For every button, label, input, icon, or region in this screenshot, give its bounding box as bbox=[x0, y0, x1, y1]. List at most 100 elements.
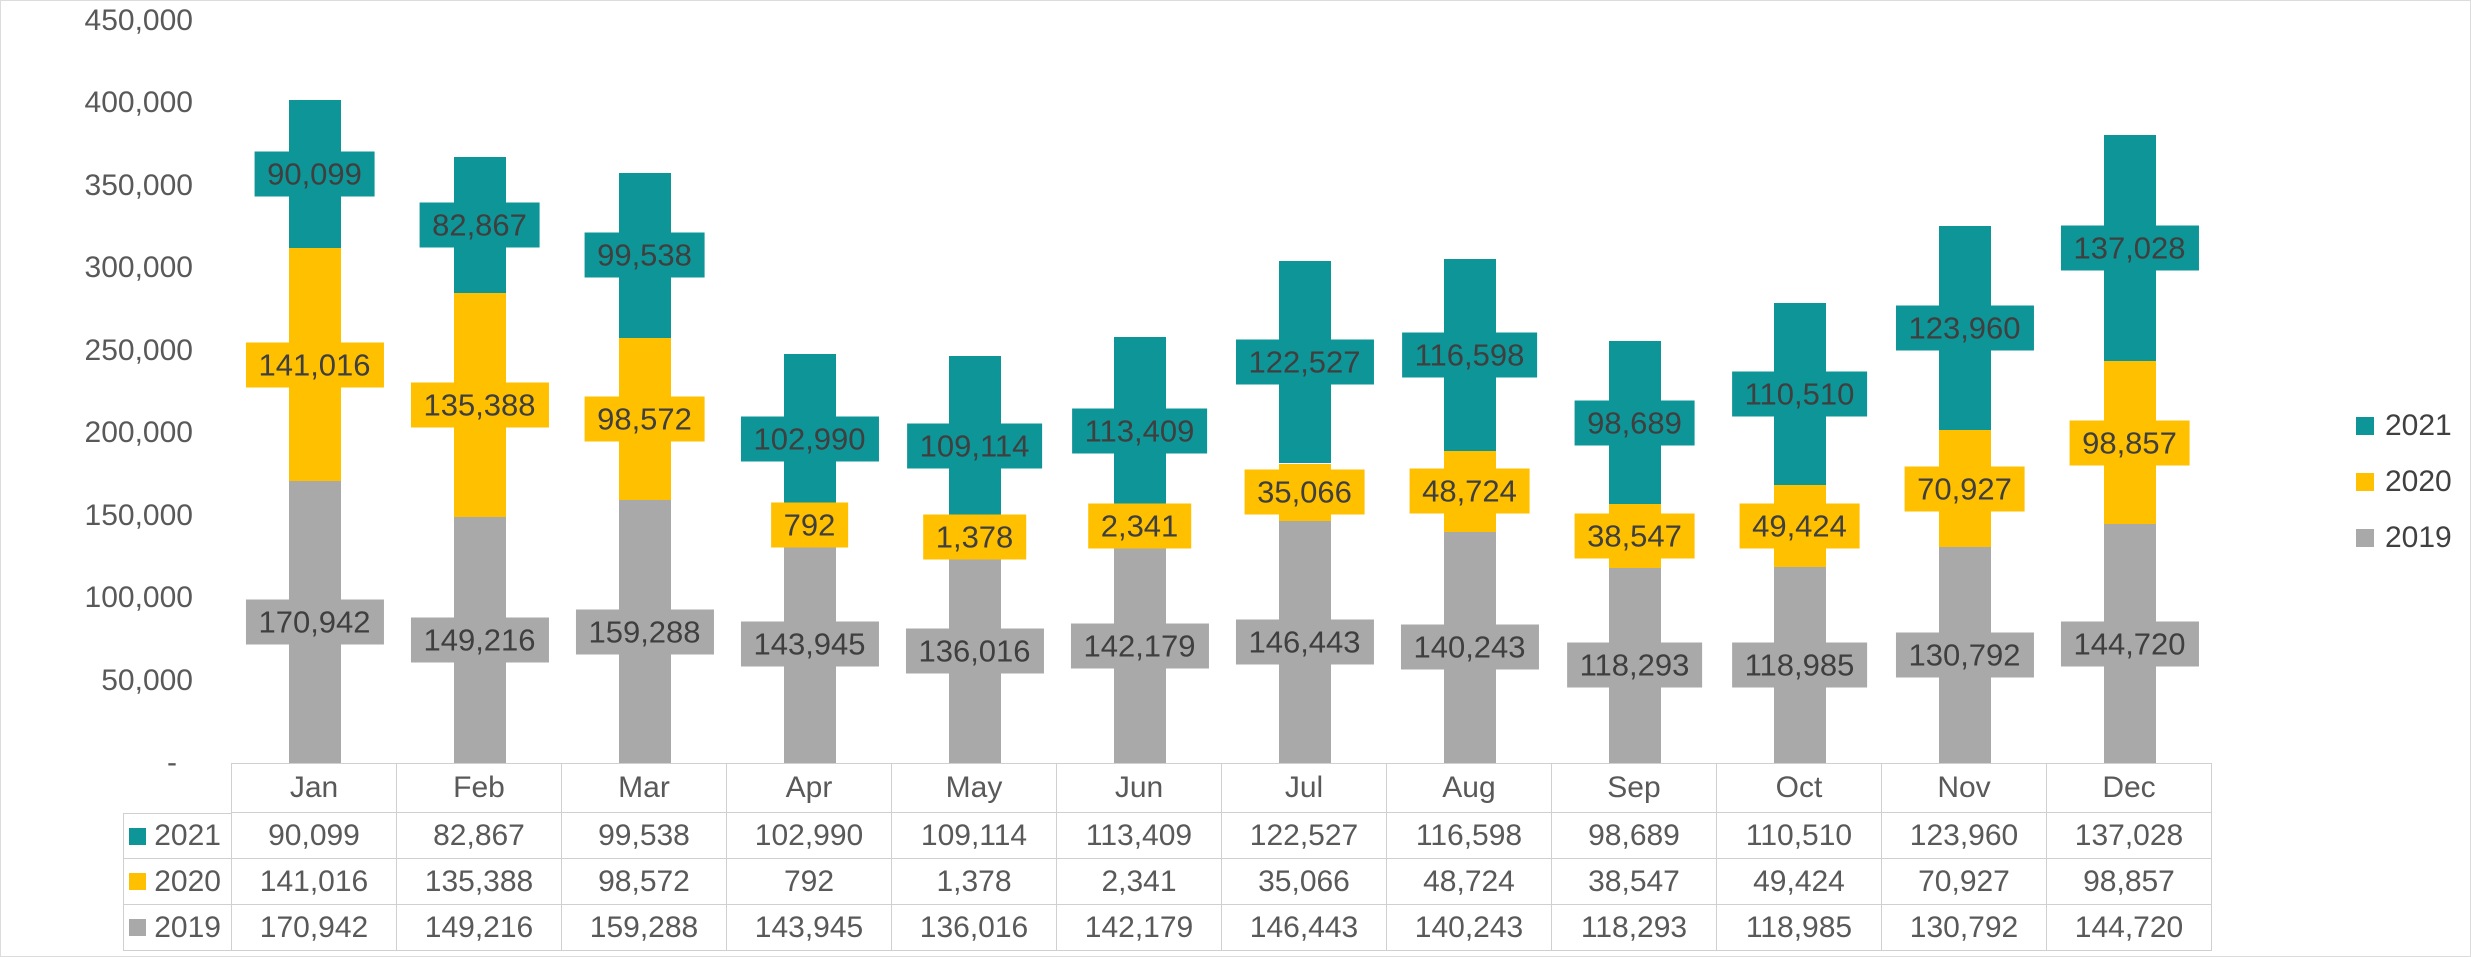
bar-label-2021-Dec: 137,028 bbox=[2060, 225, 2199, 271]
y-axis-tick-label: 100,000 bbox=[84, 581, 193, 614]
bar-label-2021-Jun: 113,409 bbox=[1071, 408, 1208, 454]
legend-key-2021-icon bbox=[129, 827, 147, 845]
table-corner-cell bbox=[123, 763, 232, 813]
table-cell-2021-Jul: 122,527 bbox=[1222, 813, 1387, 859]
bar-label-2021-Nov: 123,960 bbox=[1895, 305, 2034, 351]
legend-key-2020-icon bbox=[129, 873, 147, 890]
bar-label-2019-Mar: 159,288 bbox=[575, 609, 714, 655]
bar-label-2020-Mar: 98,572 bbox=[584, 396, 705, 442]
table-cell-2019-Oct: 118,985 bbox=[1717, 905, 1882, 951]
y-axis-tick-label: 450,000 bbox=[84, 3, 193, 37]
table-cell-2021-Oct: 110,510 bbox=[1717, 813, 1882, 859]
bar-label-2021-Jul: 122,527 bbox=[1235, 339, 1374, 385]
table-row-label-2019: 2019 bbox=[123, 905, 232, 951]
bar-label-2021-Mar: 99,538 bbox=[584, 232, 705, 278]
table-cell-2019-Dec: 144,720 bbox=[2047, 905, 2212, 951]
table-row-label-text: 2019 bbox=[154, 910, 221, 944]
table-cell-2019-Jul: 146,443 bbox=[1222, 905, 1387, 951]
bar-label-2020-Apr: 792 bbox=[770, 502, 849, 548]
legend-swatch-2021-icon bbox=[2356, 417, 2374, 435]
bar-label-2019-Dec: 144,720 bbox=[2060, 621, 2199, 667]
table-cell-2019-Sep: 118,293 bbox=[1552, 905, 1717, 951]
table-cell-2020-May: 1,378 bbox=[892, 859, 1057, 905]
table-cell-2021-Mar: 99,538 bbox=[562, 813, 727, 859]
table-cell-2020-Jan: 141,016 bbox=[232, 859, 397, 905]
table-cell-2021-Jun: 113,409 bbox=[1057, 813, 1222, 859]
table-cell-2019-Mar: 159,288 bbox=[562, 905, 727, 951]
table-cell-2020-Jun: 2,341 bbox=[1057, 859, 1222, 905]
bar-label-2021-Sep: 98,689 bbox=[1574, 400, 1695, 446]
table-cell-2020-Jul: 35,066 bbox=[1222, 859, 1387, 905]
table-row-label-2020: 2020 bbox=[123, 859, 232, 905]
bar-label-2020-Jul: 35,066 bbox=[1244, 469, 1365, 515]
table-row-label-2021: 2021 bbox=[123, 813, 232, 859]
table-cell-2020-Sep: 38,547 bbox=[1552, 859, 1717, 905]
table-header-Apr: Apr bbox=[727, 763, 892, 813]
table-header-Feb: Feb bbox=[397, 763, 562, 813]
table-cell-2021-Nov: 123,960 bbox=[1882, 813, 2047, 859]
bar-label-2019-Oct: 118,985 bbox=[1731, 642, 1868, 688]
bar-label-2021-Aug: 116,598 bbox=[1401, 332, 1538, 378]
legend-item-2019: 2019 bbox=[2356, 522, 2452, 554]
table-header-Nov: Nov bbox=[1882, 763, 2047, 813]
data-table: Jan Feb Mar Apr May Jun Jul Aug Sep Oct Nov Dec 2021… bbox=[123, 763, 2212, 951]
bar-label-2020-Aug: 48,724 bbox=[1409, 468, 1530, 514]
bar-label-2019-Apr: 143,945 bbox=[740, 621, 879, 667]
table-header-Dec: Dec bbox=[2047, 763, 2212, 813]
table-cell-2019-Feb: 149,216 bbox=[397, 905, 562, 951]
table-header-Mar: Mar bbox=[562, 763, 727, 813]
bar-label-2020-Sep: 38,547 bbox=[1574, 513, 1695, 559]
bar-label-2019-Nov: 130,792 bbox=[1895, 632, 2034, 678]
table-cell-2019-Apr: 143,945 bbox=[727, 905, 892, 951]
table-header-Aug: Aug bbox=[1387, 763, 1552, 813]
bar-label-2019-May: 136,016 bbox=[905, 628, 1044, 674]
bar-label-2020-Jan: 141,016 bbox=[245, 342, 384, 388]
table-header-May: May bbox=[892, 763, 1057, 813]
table-header-Jun: Jun bbox=[1057, 763, 1222, 813]
bar-label-2020-Feb: 135,388 bbox=[410, 382, 549, 428]
y-axis-tick-label: 200,000 bbox=[84, 416, 193, 449]
table-cell-2019-Nov: 130,792 bbox=[1882, 905, 2047, 951]
legend-swatch-2020-icon bbox=[2356, 473, 2374, 491]
bar-label-2019-Aug: 140,243 bbox=[1400, 624, 1539, 670]
bar-label-2021-Feb: 82,867 bbox=[419, 202, 540, 248]
table-cell-2019-Jan: 170,942 bbox=[232, 905, 397, 951]
table-cell-2021-Dec: 137,028 bbox=[2047, 813, 2212, 859]
table-cell-2021-Feb: 82,867 bbox=[397, 813, 562, 859]
table-header-Sep: Sep bbox=[1552, 763, 1717, 813]
table-cell-2020-Nov: 70,927 bbox=[1882, 859, 2047, 905]
legend-key-2019-icon bbox=[129, 919, 147, 936]
table-row-label-text: 2021 bbox=[154, 819, 221, 852]
bar-label-2021-Oct: 110,510 bbox=[1731, 371, 1868, 417]
table-cell-2020-Mar: 98,572 bbox=[562, 859, 727, 905]
y-axis-tick-label: 50,000 bbox=[101, 663, 193, 697]
bar-label-2019-Sep: 118,293 bbox=[1566, 642, 1703, 688]
legend-item-2020: 2020 bbox=[2356, 466, 2452, 498]
legend-swatch-2019-icon bbox=[2356, 529, 2374, 547]
y-axis-tick-label: 150,000 bbox=[84, 498, 193, 532]
y-axis-tick-label: 350,000 bbox=[84, 168, 193, 202]
table-header-Jan: Jan bbox=[232, 763, 397, 813]
table-cell-2020-Oct: 49,424 bbox=[1717, 859, 1882, 905]
table-cell-2019-May: 136,016 bbox=[892, 905, 1057, 951]
table-cell-2021-Aug: 116,598 bbox=[1387, 813, 1552, 859]
bar-label-2021-Jan: 90,099 bbox=[254, 151, 375, 197]
legend-label-2020: 2020 bbox=[2385, 465, 2452, 498]
table-cell-2020-Apr: 792 bbox=[727, 859, 892, 905]
bar-label-2019-Jan: 170,942 bbox=[245, 599, 384, 645]
table-cell-2021-Jan: 90,099 bbox=[232, 813, 397, 859]
bar-label-2020-Oct: 49,424 bbox=[1739, 503, 1860, 549]
legend-item-2021: 2021 bbox=[2356, 410, 2452, 442]
legend-label-2019: 2019 bbox=[2385, 521, 2452, 554]
table-cell-2021-Apr: 102,990 bbox=[727, 813, 892, 859]
bar-label-2019-Jun: 142,179 bbox=[1070, 623, 1209, 669]
bar-label-2020-Dec: 98,857 bbox=[2069, 420, 2190, 466]
bar-label-2020-Nov: 70,927 bbox=[1904, 466, 2025, 512]
legend-label-2021: 2021 bbox=[2385, 409, 2452, 442]
y-axis-tick-label: 300,000 bbox=[84, 251, 193, 284]
table-row-label-text: 2020 bbox=[154, 864, 221, 898]
table-cell-2020-Dec: 98,857 bbox=[2047, 859, 2212, 905]
y-axis-tick-label: - bbox=[167, 746, 177, 779]
bar-label-2020-May: 1,378 bbox=[922, 514, 1027, 560]
